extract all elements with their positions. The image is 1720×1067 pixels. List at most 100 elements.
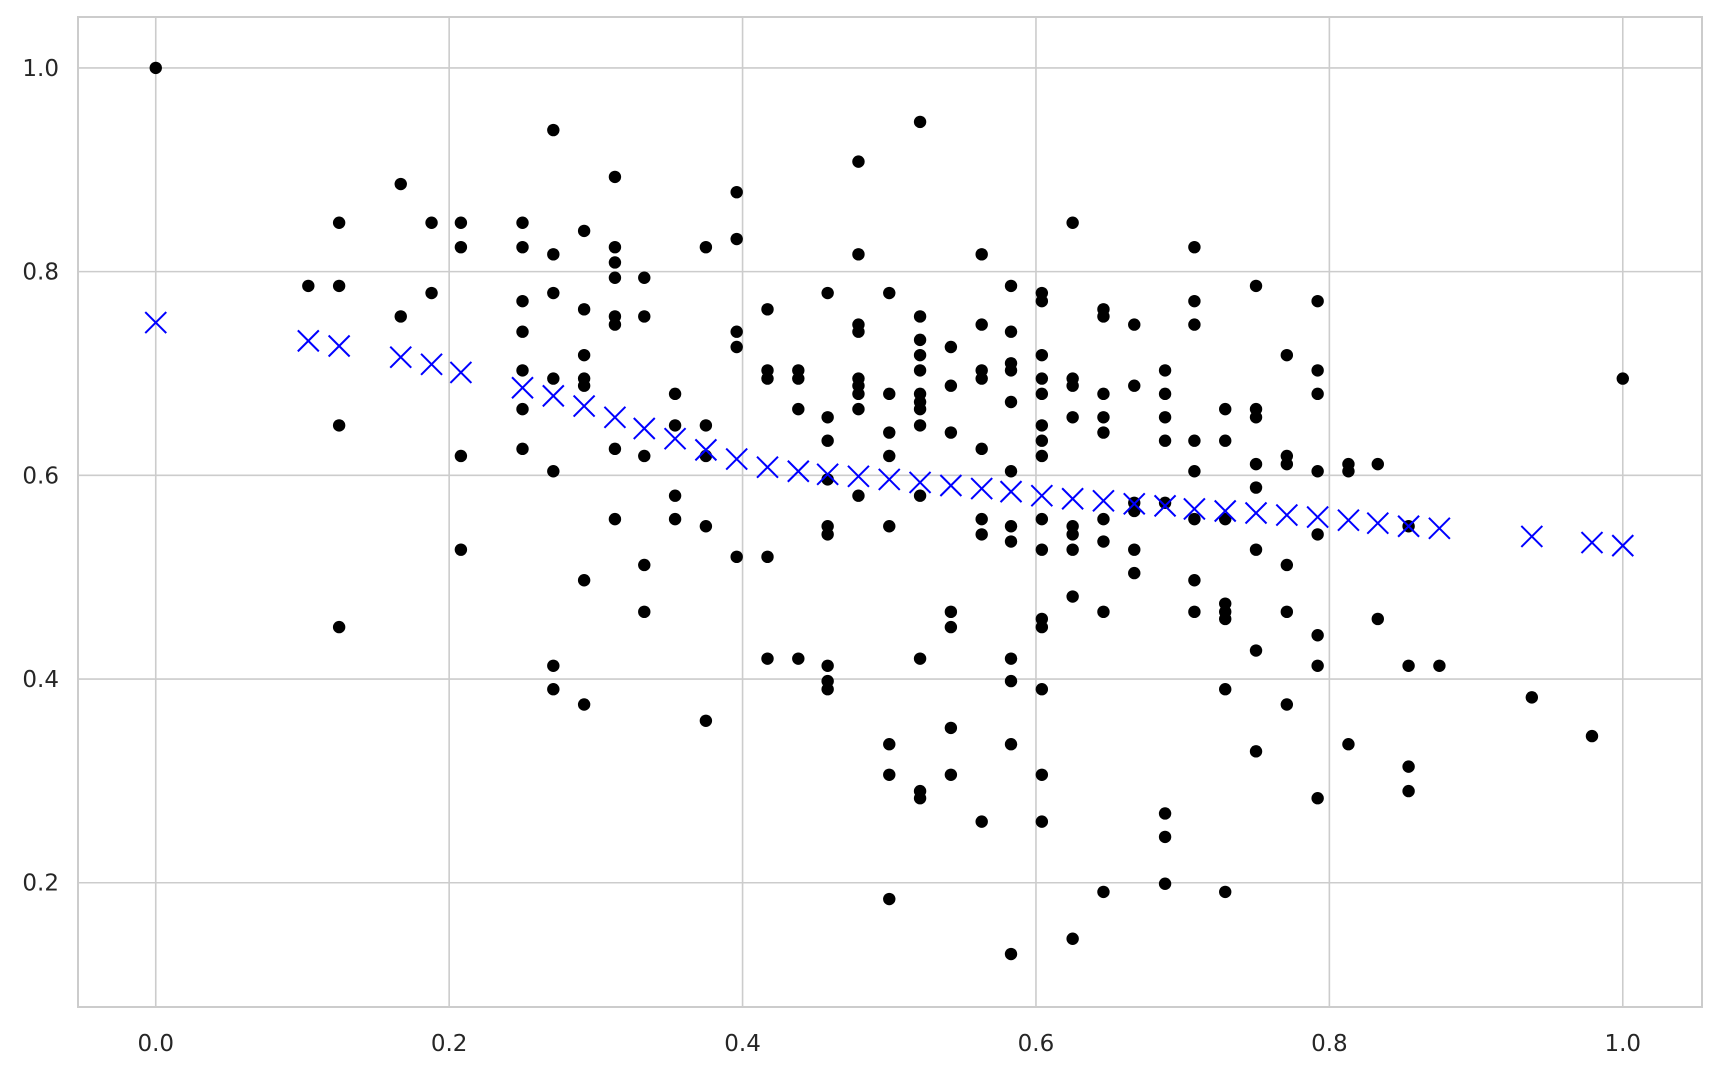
data-point [1097, 512, 1110, 526]
data-point [883, 738, 896, 751]
data-point [1311, 387, 1324, 401]
data-point [821, 659, 834, 672]
data-point [1158, 411, 1172, 424]
data-point [1035, 815, 1049, 828]
x-marker-icon [1153, 494, 1177, 518]
data-point [1219, 512, 1232, 526]
data-point [1249, 745, 1263, 758]
data-point [1004, 674, 1018, 688]
y-tick-label: 0.6 [22, 463, 59, 489]
data-point [1035, 620, 1049, 634]
data-point [1158, 387, 1172, 401]
data-point [1249, 644, 1263, 657]
data-point [1311, 528, 1324, 541]
data-point [1035, 372, 1049, 385]
x-marker-icon [603, 406, 627, 429]
data-point [1311, 465, 1324, 478]
data-point [516, 442, 529, 456]
data-point [1128, 318, 1141, 331]
data-point [913, 402, 927, 416]
data-point [1035, 348, 1049, 362]
data-point [761, 550, 774, 564]
data-point [1188, 465, 1201, 478]
data-point [1585, 729, 1599, 743]
data-point [792, 372, 805, 385]
data-point [1342, 465, 1355, 478]
x-marker-icon [327, 334, 351, 358]
data-point [944, 340, 958, 354]
data-point [852, 325, 865, 338]
data-point [1188, 434, 1201, 447]
data-point [302, 279, 315, 293]
data-point [1280, 698, 1294, 711]
data-point [332, 419, 346, 432]
data-point [1004, 364, 1018, 377]
x-marker-icon [908, 471, 932, 494]
x-marker-icon [1428, 517, 1451, 540]
x-tick-label: 0.6 [1018, 1031, 1055, 1057]
x-tick-label: 0.8 [1311, 1031, 1348, 1057]
x-marker-icon [1337, 508, 1360, 532]
x-marker-icon [389, 345, 412, 369]
y-tick-label: 1.0 [22, 56, 59, 82]
data-point [1188, 240, 1201, 254]
gridlines [78, 17, 1702, 1007]
x-marker-icon [816, 463, 839, 486]
data-point [1342, 738, 1355, 751]
x-marker-icon [1611, 534, 1634, 557]
x-marker-icon [1244, 501, 1268, 525]
data-point [1249, 411, 1263, 424]
data-point [668, 489, 682, 502]
y-tick-label: 0.8 [22, 260, 59, 286]
data-point [1066, 932, 1079, 945]
data-point [1188, 574, 1201, 587]
data-point [1004, 279, 1018, 293]
data-point [913, 489, 927, 502]
x-marker-icon [663, 427, 687, 450]
data-point [638, 271, 651, 284]
data-point [1280, 605, 1294, 619]
x-marker-icon [420, 353, 443, 376]
data-point [975, 442, 988, 456]
data-point [1004, 652, 1018, 665]
data-point [821, 411, 834, 424]
data-point [1188, 318, 1201, 331]
data-point [516, 364, 529, 377]
x-marker-icon [1275, 503, 1299, 527]
fitted-x-markers [144, 311, 1634, 557]
data-point [1371, 457, 1384, 471]
data-point [516, 216, 529, 229]
data-point [975, 318, 988, 331]
data-point [1066, 216, 1079, 229]
data-point [1158, 807, 1172, 820]
data-point [883, 449, 896, 463]
data-point [1249, 543, 1263, 556]
data-point [1128, 566, 1141, 580]
data-point [1158, 364, 1172, 377]
y-tick-label: 0.4 [22, 667, 59, 693]
data-point [761, 652, 774, 665]
data-point [1280, 558, 1294, 572]
data-point [699, 714, 713, 727]
data-point [547, 248, 560, 261]
data-point [852, 248, 865, 261]
data-point [883, 768, 896, 781]
data-point [1097, 387, 1110, 401]
data-point [1004, 947, 1018, 961]
data-point [883, 286, 896, 300]
data-point [668, 512, 682, 526]
data-point [975, 528, 988, 541]
x-marker-icon [847, 465, 870, 488]
data-point [883, 892, 896, 906]
data-point [454, 449, 468, 463]
data-point [608, 271, 622, 284]
data-point [1128, 379, 1141, 392]
data-point [1280, 457, 1294, 471]
data-point [608, 240, 622, 254]
data-point [1249, 457, 1263, 471]
data-point [394, 177, 407, 191]
data-point [1035, 419, 1049, 432]
data-point [1371, 612, 1384, 626]
x-marker-icon [1520, 525, 1544, 548]
data-point [608, 318, 622, 331]
